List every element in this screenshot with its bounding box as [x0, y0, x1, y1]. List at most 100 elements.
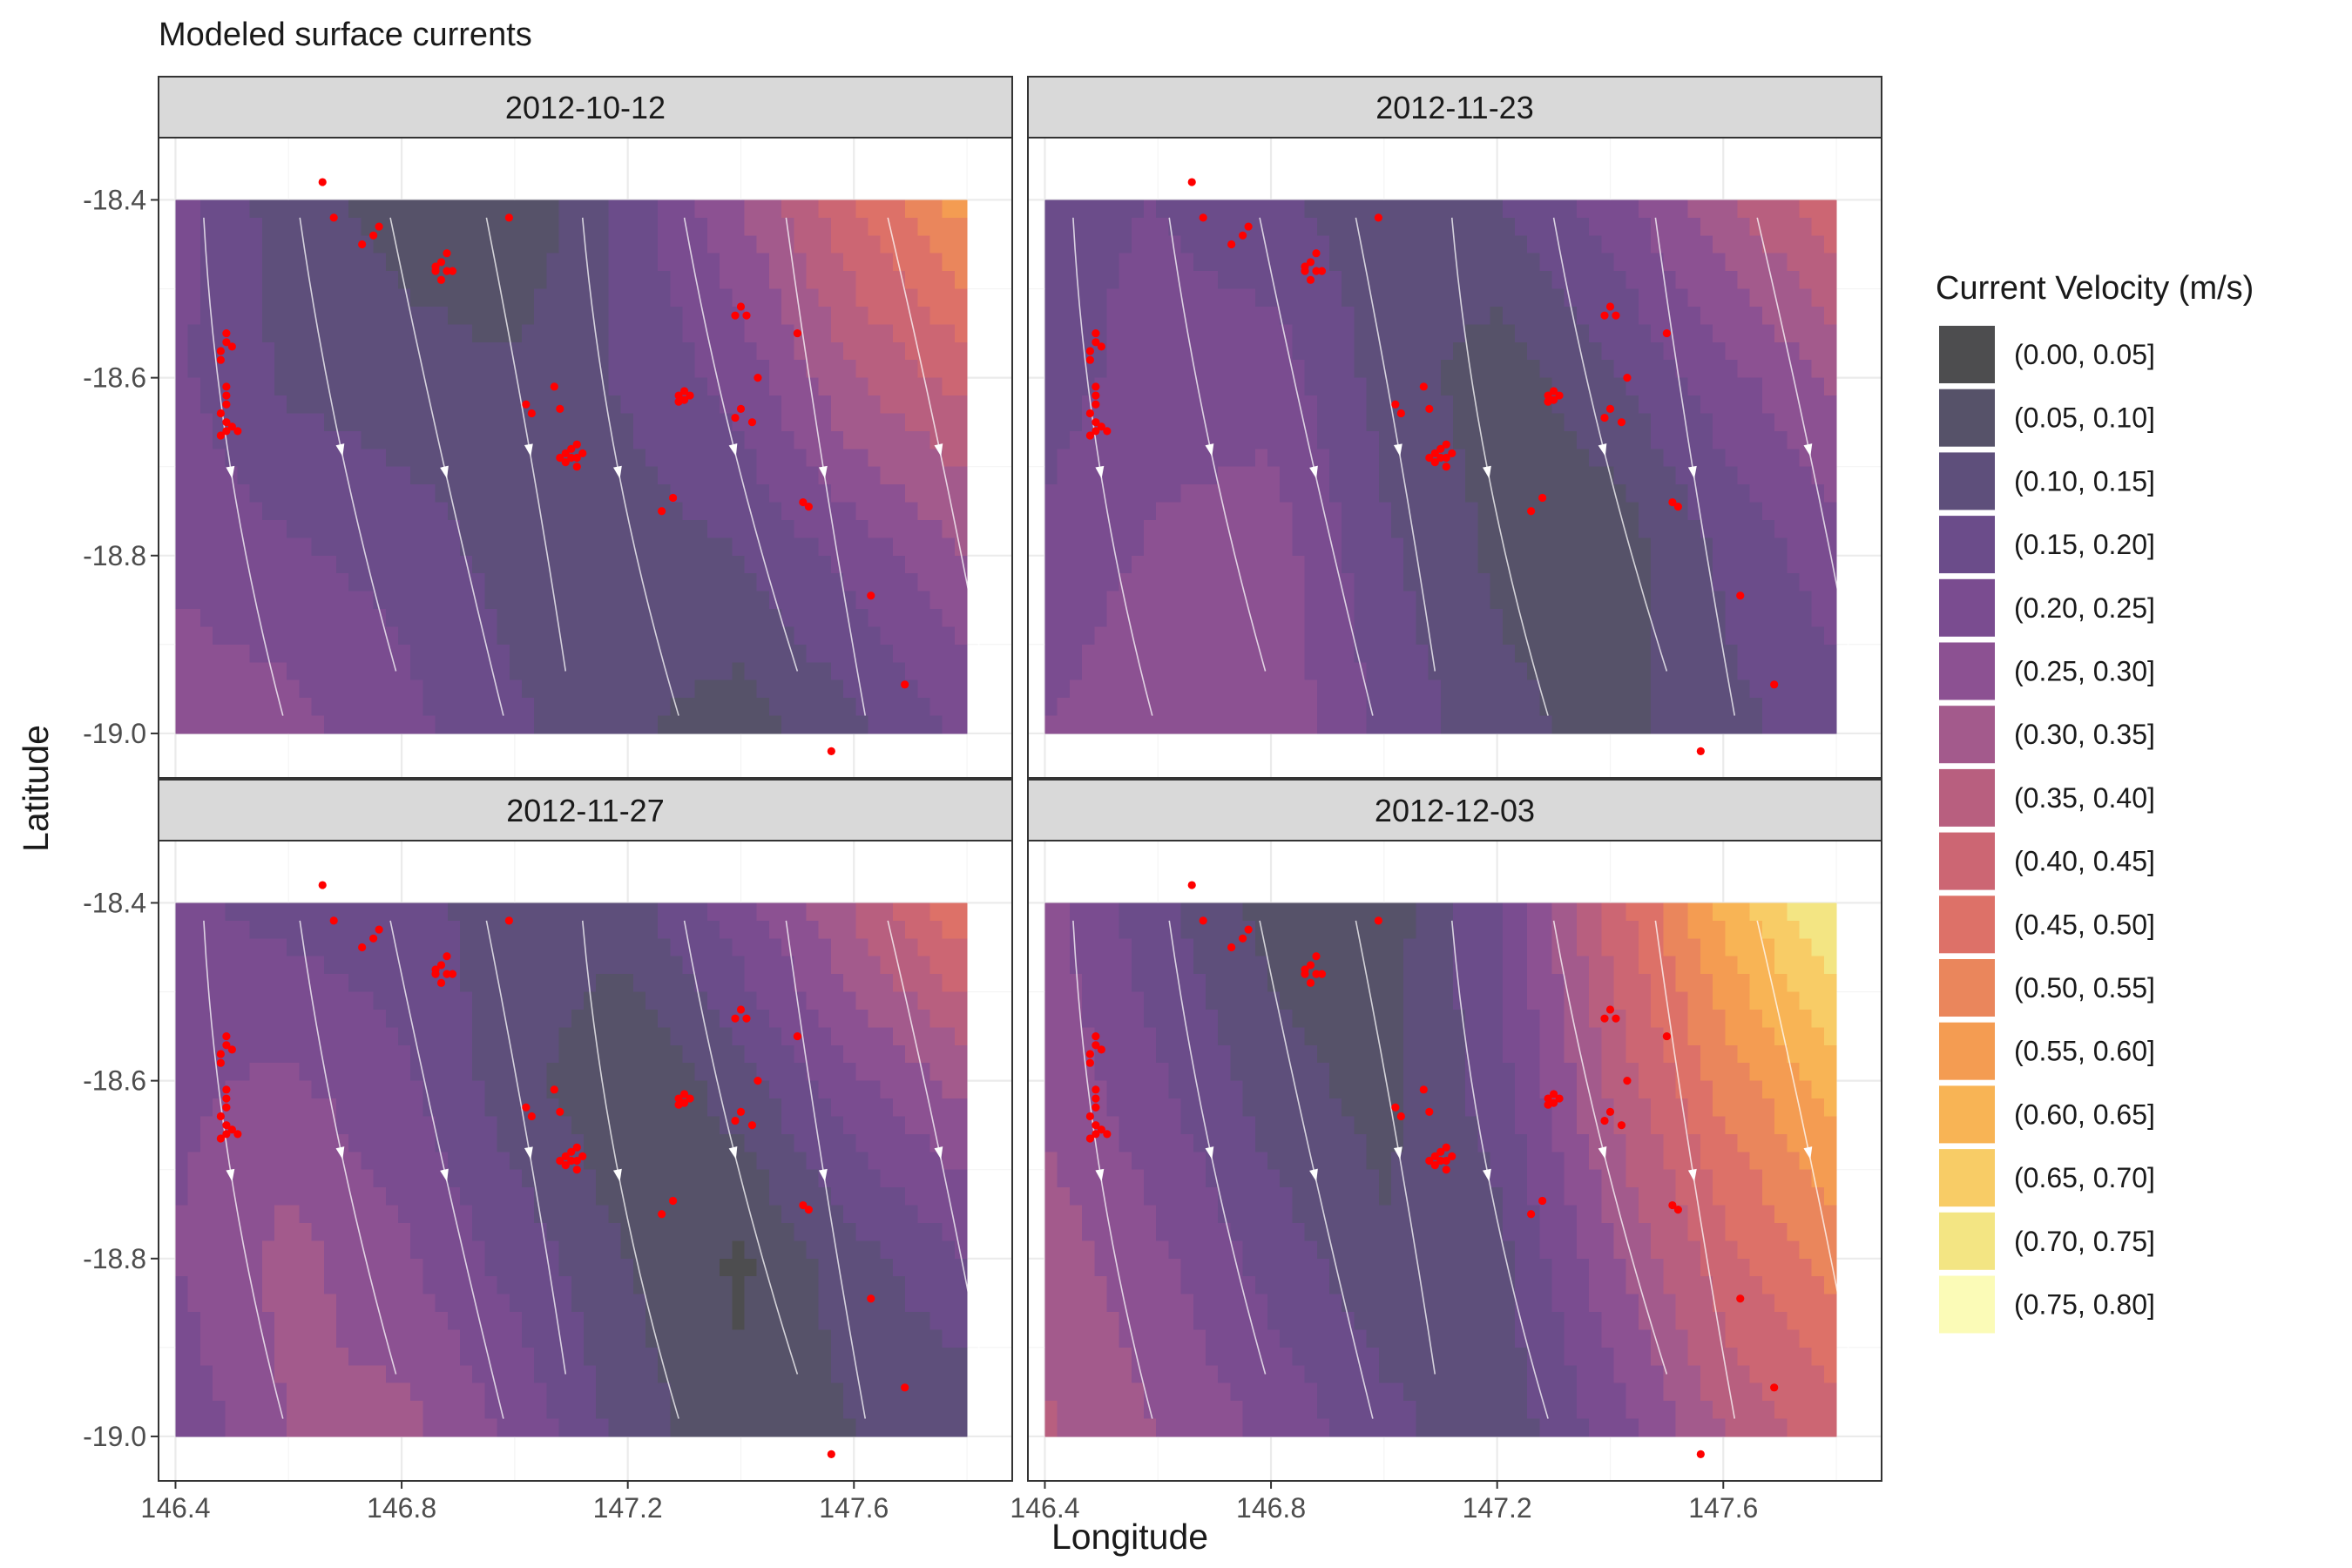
velocity-cell: [645, 1133, 659, 1152]
velocity-cell: [472, 1116, 485, 1135]
sample-point: [527, 409, 536, 418]
velocity-cell: [781, 698, 794, 717]
velocity-cell: [1144, 377, 1157, 396]
velocity-cell: [1551, 715, 1565, 734]
velocity-cell: [855, 519, 869, 538]
velocity-cell: [756, 484, 770, 504]
velocity-cell: [706, 626, 720, 645]
velocity-cell: [484, 199, 498, 219]
velocity-cell: [299, 1098, 313, 1118]
velocity-cell: [299, 1116, 313, 1135]
velocity-cell: [1416, 502, 1429, 521]
velocity-cell: [175, 395, 189, 415]
velocity-cell: [1292, 449, 1306, 468]
velocity-cell: [1576, 679, 1590, 699]
velocity-cell: [1663, 253, 1677, 272]
velocity-cell: [213, 413, 226, 432]
velocity-cell: [225, 920, 239, 939]
velocity-cell: [905, 991, 918, 1010]
velocity-cell: [794, 1063, 808, 1082]
velocity-cell: [1119, 341, 1132, 361]
velocity-cell: [1180, 306, 1194, 325]
velocity-cell: [596, 271, 609, 290]
velocity-cell: [1428, 715, 1442, 734]
velocity-cell: [1601, 573, 1615, 592]
velocity-cell: [1713, 484, 1726, 504]
velocity-cell: [1390, 217, 1404, 236]
sample-point: [222, 418, 231, 427]
velocity-cell: [373, 502, 387, 521]
velocity-cell: [175, 271, 189, 290]
velocity-cell: [1242, 413, 1256, 432]
velocity-cell: [868, 715, 882, 734]
velocity-cell: [484, 609, 498, 628]
velocity-cell: [497, 430, 510, 449]
velocity-cell: [435, 377, 449, 396]
velocity-cell: [422, 271, 436, 290]
velocity-cell: [1638, 199, 1652, 219]
velocity-cell: [472, 377, 485, 396]
sample-point: [1600, 413, 1609, 422]
velocity-cell: [361, 395, 375, 415]
velocity-cell: [1625, 626, 1639, 645]
velocity-cell: [855, 449, 869, 468]
velocity-cell: [460, 626, 473, 645]
velocity-cell: [1094, 449, 1108, 468]
velocity-cell: [1440, 413, 1454, 432]
velocity-cell: [1625, 591, 1639, 610]
velocity-cell: [1527, 466, 1540, 485]
velocity-cell: [1613, 537, 1627, 557]
velocity-cell: [348, 1044, 362, 1064]
velocity-cell: [768, 341, 782, 361]
velocity-cell: [1539, 430, 1553, 449]
velocity-cell: [632, 1080, 646, 1099]
velocity-cell: [694, 591, 708, 610]
velocity-cell: [299, 413, 313, 432]
velocity-cell: [175, 609, 189, 628]
velocity-cell: [608, 902, 622, 922]
velocity-cell: [694, 1098, 708, 1118]
velocity-cell: [571, 956, 585, 975]
sample-point: [1549, 387, 1558, 395]
velocity-cell: [1304, 698, 1318, 717]
velocity-cell: [1057, 609, 1071, 628]
velocity-cell: [917, 644, 931, 663]
velocity-cell: [1390, 360, 1404, 379]
velocity-cell: [175, 902, 189, 922]
velocity-cell: [287, 449, 301, 468]
velocity-cell: [670, 413, 684, 432]
velocity-cell: [398, 1080, 411, 1099]
velocity-cell: [225, 217, 239, 236]
velocity-cell: [1329, 271, 1342, 290]
velocity-cell: [1069, 235, 1083, 254]
velocity-cell: [620, 253, 634, 272]
velocity-cell: [756, 920, 770, 939]
velocity-cell: [1687, 271, 1701, 290]
velocity-cell: [768, 395, 782, 415]
velocity-cell: [1625, 573, 1639, 592]
velocity-cell: [546, 573, 560, 592]
velocity-cell: [806, 430, 820, 449]
velocity-cell: [571, 974, 585, 993]
velocity-cell: [929, 502, 943, 521]
streamline: [887, 217, 985, 672]
velocity-cell: [658, 1116, 671, 1135]
velocity-cell: [1144, 235, 1157, 254]
velocity-cell: [484, 395, 498, 415]
velocity-cell: [794, 902, 808, 922]
velocity-cell: [213, 466, 226, 485]
velocity-cell: [1589, 253, 1602, 272]
velocity-cell: [1564, 199, 1578, 219]
velocity-cell: [261, 377, 275, 396]
velocity-cell: [213, 626, 226, 645]
velocity-cell: [1440, 341, 1454, 361]
velocity-cell: [237, 235, 251, 254]
velocity-cell: [398, 679, 411, 699]
velocity-cell: [1799, 679, 1813, 699]
velocity-cell: [385, 1063, 399, 1082]
velocity-cell: [546, 974, 560, 993]
velocity-cell: [385, 324, 399, 343]
velocity-cell: [905, 217, 918, 236]
velocity-cell: [249, 555, 263, 574]
velocity-cell: [484, 324, 498, 343]
